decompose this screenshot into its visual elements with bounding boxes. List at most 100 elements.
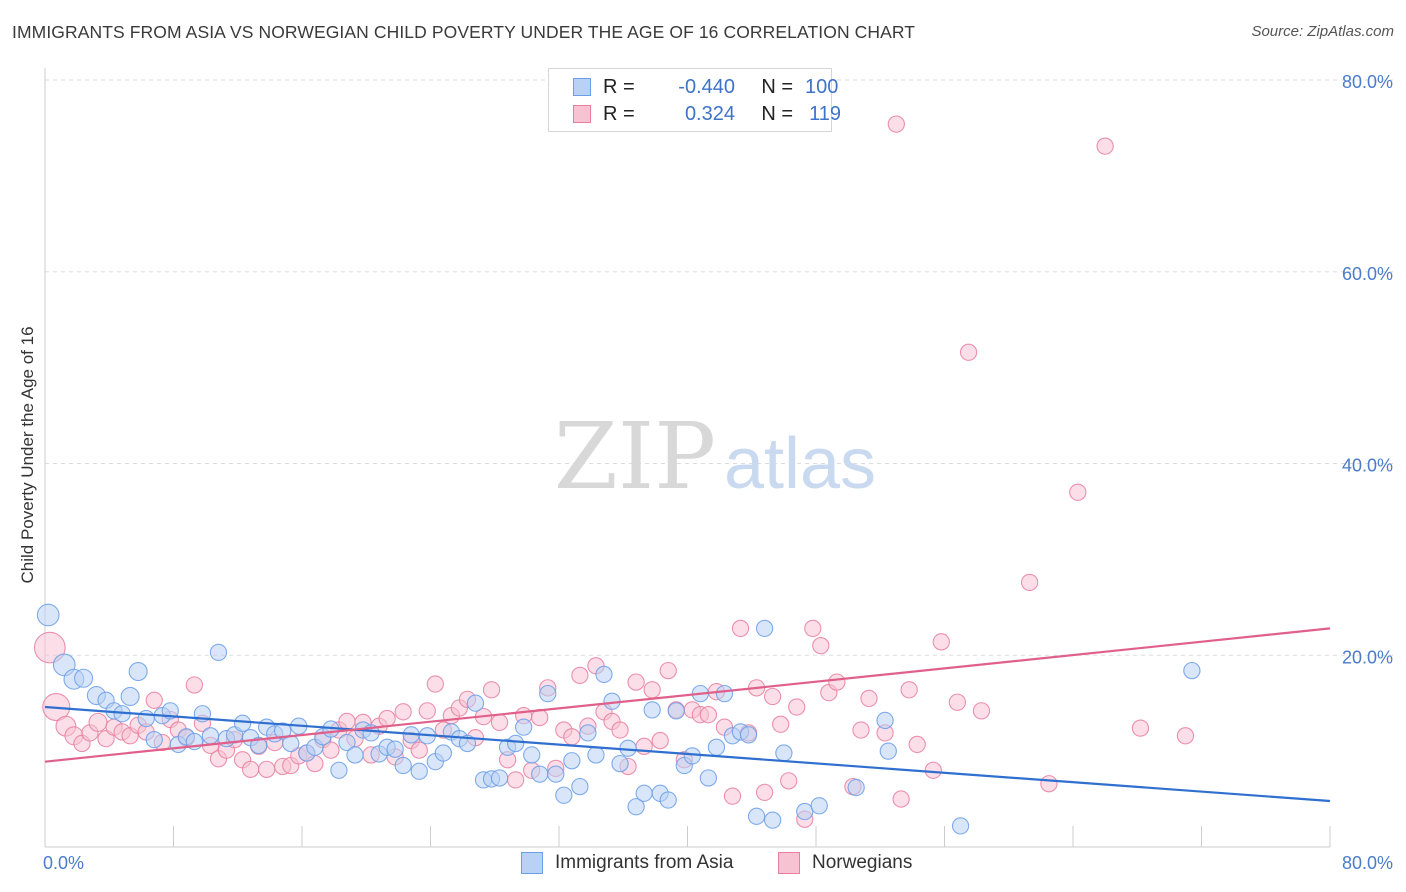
- asia-point: [249, 736, 268, 755]
- legend-item-norwegians[interactable]: Norwegians: [778, 852, 912, 874]
- asia-point: [627, 798, 645, 816]
- norwegian-point: [924, 761, 942, 779]
- norwegian-point: [1040, 775, 1058, 793]
- norwegian-point: [788, 698, 806, 716]
- y-tick-label: 60.0%: [1342, 264, 1393, 284]
- asia-point: [635, 784, 653, 802]
- norwegian-point: [33, 631, 66, 664]
- watermark: ZIP atlas: [554, 403, 876, 510]
- asia-point: [707, 738, 726, 756]
- norwegian-point: [932, 633, 950, 651]
- asia-point: [739, 726, 758, 744]
- norwegian-point: [611, 721, 629, 739]
- norwegian-point: [972, 702, 991, 720]
- watermark-atlas: atlas: [724, 424, 876, 504]
- asia-point: [128, 661, 148, 682]
- asia-point: [699, 769, 718, 787]
- watermark-zip: ZIP: [554, 403, 716, 510]
- asia-point: [506, 734, 525, 753]
- legend-label-norwegians: Norwegians: [812, 852, 913, 873]
- asia-point: [466, 694, 485, 712]
- norwegian-point: [426, 675, 444, 693]
- norwegian-point: [482, 681, 501, 699]
- asia-point: [338, 733, 356, 752]
- asia-point: [1183, 661, 1201, 680]
- source-label: Source: ZipAtlas.com: [1251, 23, 1394, 40]
- norwegian-point: [1096, 137, 1114, 155]
- asia-point: [539, 684, 557, 703]
- r-label: R =: [603, 75, 635, 98]
- asia-point: [571, 777, 589, 796]
- norwegian-point: [772, 715, 790, 733]
- trend-lines: [44, 627, 1331, 803]
- asia-point: [587, 746, 605, 764]
- y-tick-label: 80.0%: [1342, 72, 1393, 92]
- norwegian-point: [900, 681, 918, 699]
- norwegian-point: [908, 735, 926, 754]
- norwegian-point: [887, 115, 905, 133]
- asia-point: [209, 643, 228, 662]
- legend-row-norwegians: R = 0.324 N = 119: [573, 102, 841, 126]
- asia-point: [137, 709, 155, 728]
- y-tick-label: 20.0%: [1342, 647, 1393, 667]
- norwegian-point: [418, 702, 436, 720]
- legend-item-asia[interactable]: Immigrants from Asia: [521, 852, 733, 874]
- norwegian-point: [659, 661, 677, 680]
- asia-point: [755, 619, 774, 638]
- norwegian-point: [763, 687, 782, 706]
- asia-point: [595, 665, 613, 684]
- asia-point: [346, 746, 364, 764]
- r-value: 0.324: [684, 102, 735, 125]
- norwegian-point: [1176, 727, 1195, 745]
- asia-point: [458, 734, 477, 753]
- norwegian-point: [828, 673, 846, 691]
- norwegian-point: [755, 783, 774, 802]
- norwegian-point: [699, 706, 718, 724]
- asia-trend-line: [44, 705, 1331, 803]
- asia-point: [763, 811, 782, 829]
- norwegian-point: [852, 721, 870, 739]
- norwegian-point: [731, 619, 750, 638]
- correlation-legend: R = -0.440 N = 100 R = 0.324 N = 119: [548, 68, 841, 132]
- norwegian-point: [1069, 483, 1087, 501]
- norwegian-point: [959, 343, 978, 361]
- norwegian-point: [185, 676, 204, 694]
- asia-point: [386, 740, 404, 758]
- tick-labels: 20.0% 40.0% 60.0% 80.0% 0.0% 80.0%: [43, 72, 1393, 873]
- asia-point: [547, 765, 565, 783]
- asia-point: [879, 742, 897, 760]
- norwegians-swatch-icon: [573, 105, 591, 123]
- asia-legend-icon: [521, 852, 543, 874]
- asia-point: [715, 684, 734, 703]
- x-tick-label: 0.0%: [43, 853, 84, 873]
- norwegian-point: [860, 689, 878, 708]
- n-value: 100: [805, 75, 839, 98]
- asia-point: [145, 730, 163, 749]
- legend-label-asia: Immigrants from Asia: [555, 852, 734, 873]
- norwegian-point: [948, 693, 967, 711]
- norwegian-point: [804, 619, 822, 638]
- asia-point: [201, 727, 220, 745]
- series-legend: Immigrants from Asia Norwegians: [0, 852, 1406, 878]
- asia-point: [747, 807, 766, 825]
- norwegian-point: [378, 709, 396, 728]
- asia-point: [810, 797, 828, 815]
- asia-point: [274, 722, 292, 740]
- norwegian-point: [780, 772, 798, 790]
- norwegian-point: [490, 713, 509, 732]
- asia-point: [775, 744, 793, 762]
- axes: [44, 68, 1331, 848]
- asia-point: [951, 817, 970, 835]
- norwegian-point: [338, 712, 356, 731]
- norwegian-point: [241, 760, 260, 778]
- chart-title: IMMIGRANTS FROM ASIA VS NORWEGIAN CHILD …: [12, 22, 916, 42]
- legend-row-asia: R = -0.440 N = 100: [573, 75, 838, 99]
- n-label: N =: [761, 102, 793, 125]
- norwegian-point: [1131, 719, 1150, 737]
- norwegian-point: [410, 741, 428, 759]
- norwegian-point: [723, 787, 742, 805]
- asia-point: [36, 603, 60, 627]
- norwegian-point: [88, 712, 108, 732]
- asia-point: [120, 686, 140, 707]
